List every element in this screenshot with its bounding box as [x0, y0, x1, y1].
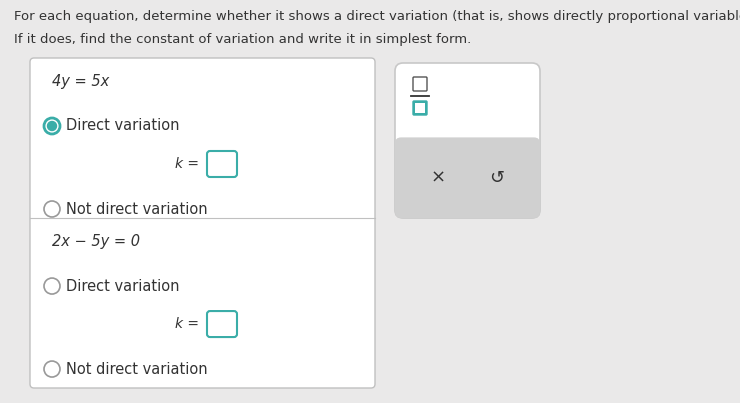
FancyBboxPatch shape — [395, 63, 540, 218]
Text: If it does, find the constant of variation and write it in simplest form.: If it does, find the constant of variati… — [14, 33, 471, 46]
FancyBboxPatch shape — [30, 58, 375, 388]
Circle shape — [47, 121, 56, 131]
Circle shape — [44, 278, 60, 294]
Text: Direct variation: Direct variation — [66, 278, 180, 293]
Text: k =: k = — [175, 157, 199, 171]
FancyBboxPatch shape — [413, 101, 427, 115]
Circle shape — [44, 118, 60, 134]
Text: k =: k = — [175, 317, 199, 331]
FancyBboxPatch shape — [415, 103, 425, 113]
FancyBboxPatch shape — [413, 77, 427, 91]
Circle shape — [44, 361, 60, 377]
Text: For each equation, determine whether it shows a direct variation (that is, shows: For each equation, determine whether it … — [14, 10, 740, 23]
Text: ×: × — [431, 169, 446, 187]
Text: ↺: ↺ — [489, 169, 504, 187]
Text: Not direct variation: Not direct variation — [66, 361, 208, 376]
FancyBboxPatch shape — [395, 137, 540, 218]
FancyBboxPatch shape — [207, 151, 237, 177]
Circle shape — [44, 201, 60, 217]
Text: 2x − 5y = 0: 2x − 5y = 0 — [52, 234, 140, 249]
Text: Direct variation: Direct variation — [66, 118, 180, 133]
Text: Not direct variation: Not direct variation — [66, 202, 208, 216]
FancyBboxPatch shape — [207, 311, 237, 337]
Text: 4y = 5x: 4y = 5x — [52, 74, 110, 89]
